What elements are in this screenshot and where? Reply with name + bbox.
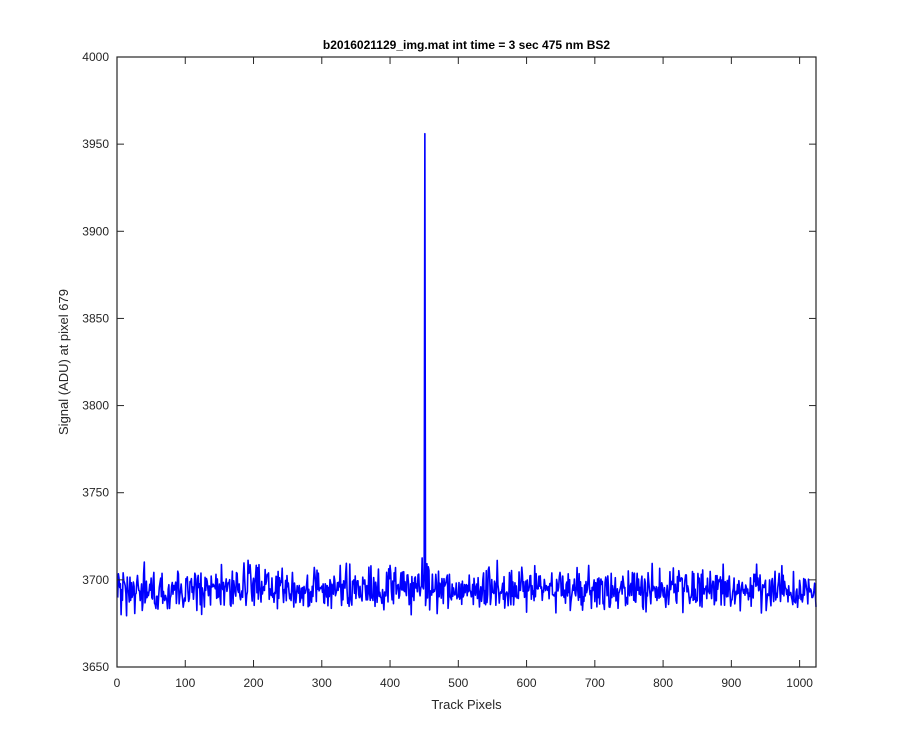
y-tick-label: 3800 — [82, 399, 109, 413]
y-tick-label: 3750 — [82, 486, 109, 500]
x-axis-ticks: 0 100 200 300 400 500 600 700 800 900 1000 — [114, 57, 813, 690]
x-tick-label: 1000 — [786, 676, 813, 690]
y-tick-label: 3900 — [82, 224, 109, 238]
x-tick-label: 0 — [114, 676, 121, 690]
series-line — [116, 132, 817, 617]
x-tick-label: 700 — [585, 676, 605, 690]
y-axis-label: Signal (ADU) at pixel 679 — [56, 289, 71, 435]
y-tick-label: 3950 — [82, 137, 109, 151]
plot-border — [116, 56, 817, 668]
y-axis-ticks: 3650 3700 3750 3800 3850 3900 3950 4000 — [82, 50, 816, 674]
x-tick-label: 300 — [312, 676, 332, 690]
x-axis-label: Track Pixels — [431, 697, 502, 712]
x-tick-label: 600 — [517, 676, 537, 690]
chart-title: b2016021129_img.mat int time = 3 sec 475… — [323, 38, 610, 52]
x-tick-label: 100 — [175, 676, 195, 690]
y-tick-label: 3650 — [82, 660, 109, 674]
x-tick-label: 200 — [244, 676, 264, 690]
x-tick-label: 800 — [653, 676, 673, 690]
plot-area — [117, 57, 816, 667]
y-tick-label: 3850 — [82, 311, 109, 325]
x-tick-label: 500 — [448, 676, 468, 690]
x-tick-label: 400 — [380, 676, 400, 690]
x-tick-label: 900 — [721, 676, 741, 690]
y-tick-label: 4000 — [82, 50, 109, 64]
y-tick-label: 3700 — [82, 573, 109, 587]
